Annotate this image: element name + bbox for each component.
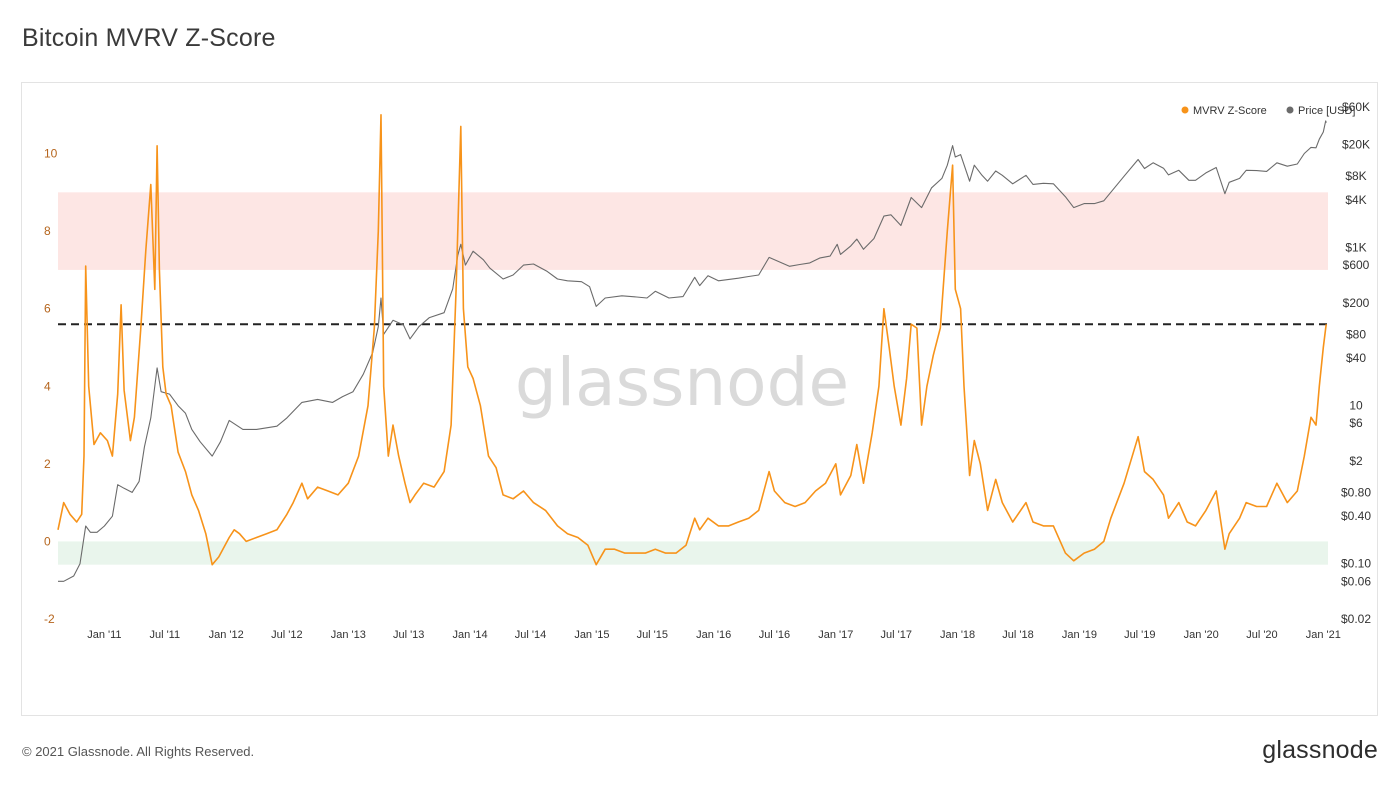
right-tick-label: $0.10 (1341, 557, 1371, 571)
red-band (58, 192, 1328, 270)
left-tick-label: 8 (44, 224, 51, 238)
legend-price-label[interactable]: Price [USD] (1298, 105, 1355, 117)
left-tick-label: 6 (44, 302, 51, 316)
bands-layer (58, 192, 1328, 565)
right-tick-label: $0.40 (1341, 509, 1371, 523)
x-tick-label: Jan '16 (696, 629, 731, 641)
right-tick-label: 10 (1349, 399, 1363, 413)
x-tick-label: Jul '19 (1124, 629, 1155, 641)
right-tick-label: $600 (1343, 258, 1370, 272)
x-tick-label: Jul '16 (759, 629, 790, 641)
x-tick-label: Jul '15 (637, 629, 668, 641)
x-tick-label: Jan '12 (209, 629, 244, 641)
x-axis: Jan '11 Jul '11 Jan '12 Jul '12 Jan '13 Jul '… (87, 629, 1341, 641)
x-tick-label: Jan '21 (1306, 629, 1341, 641)
left-tick-label: 4 (44, 379, 51, 393)
left-tick-label: 0 (44, 534, 51, 548)
left-tick-label: 10 (44, 147, 58, 161)
green-band (58, 541, 1328, 565)
x-tick-label: Jan '17 (818, 629, 853, 641)
right-tick-label: $2 (1349, 454, 1363, 468)
legend-price-marker (1286, 106, 1294, 114)
x-tick-label: Jan '11 (87, 629, 121, 641)
right-axis: $0.02 $0.06 $0.10 $0.40 $0.80 $2 $6 10 $40 $80 $20… (1341, 100, 1371, 626)
chart-frame: glassnode -2 0 2 4 6 8 10 $0.02 $0.06 $0.10 $0.40… (21, 82, 1378, 716)
x-tick-label: Jul '14 (515, 629, 546, 641)
watermark-text: glassnode (515, 344, 849, 421)
x-tick-label: Jul '20 (1246, 629, 1277, 641)
x-tick-label: Jan '20 (1184, 629, 1219, 641)
x-tick-label: Jul '11 (149, 629, 180, 641)
right-tick-label: $1K (1345, 241, 1366, 255)
legend-mvrv-label[interactable]: MVRV Z-Score (1193, 105, 1267, 117)
right-tick-label: $80 (1346, 327, 1366, 341)
mvrv-chart: glassnode -2 0 2 4 6 8 10 $0.02 $0.06 $0.10 $0.40… (44, 100, 1371, 641)
x-tick-label: Jul '17 (880, 629, 911, 641)
right-tick-label: $60K (1342, 100, 1370, 114)
legend-mvrv-marker (1181, 106, 1189, 114)
right-tick-label: $0.06 (1341, 574, 1371, 588)
right-tick-label: $200 (1343, 296, 1370, 310)
x-tick-label: Jul '12 (271, 629, 302, 641)
footer-logo[interactable]: glassnode (1262, 736, 1378, 764)
left-tick-label: 2 (44, 457, 51, 471)
x-tick-label: Jan '14 (453, 629, 488, 641)
x-tick-label: Jan '18 (940, 629, 975, 641)
price-series-line (58, 120, 1327, 582)
right-tick-label: $8K (1345, 169, 1366, 183)
page-title: Bitcoin MVRV Z-Score (22, 24, 276, 52)
series-layer (57, 114, 1328, 582)
x-tick-label: Jan '15 (574, 629, 609, 641)
legend[interactable]: MVRV Z-Score Price [USD] (1181, 105, 1356, 117)
right-tick-label: $40 (1346, 351, 1366, 365)
x-tick-label: Jan '19 (1062, 629, 1097, 641)
footer-copyright: © 2021 Glassnode. All Rights Reserved. (22, 744, 255, 759)
x-tick-label: Jan '13 (331, 629, 366, 641)
right-tick-label: $4K (1345, 193, 1366, 207)
left-tick-label: -2 (44, 612, 55, 626)
mvrv-series-line (57, 114, 1328, 566)
right-tick-label: $6 (1349, 416, 1363, 430)
x-tick-label: Jul '18 (1002, 629, 1033, 641)
right-tick-label: $0.80 (1341, 485, 1371, 499)
x-tick-label: Jul '13 (393, 629, 424, 641)
left-axis: -2 0 2 4 6 8 10 (44, 147, 58, 626)
right-tick-label: $20K (1342, 138, 1370, 152)
right-tick-label: $0.02 (1341, 612, 1371, 626)
